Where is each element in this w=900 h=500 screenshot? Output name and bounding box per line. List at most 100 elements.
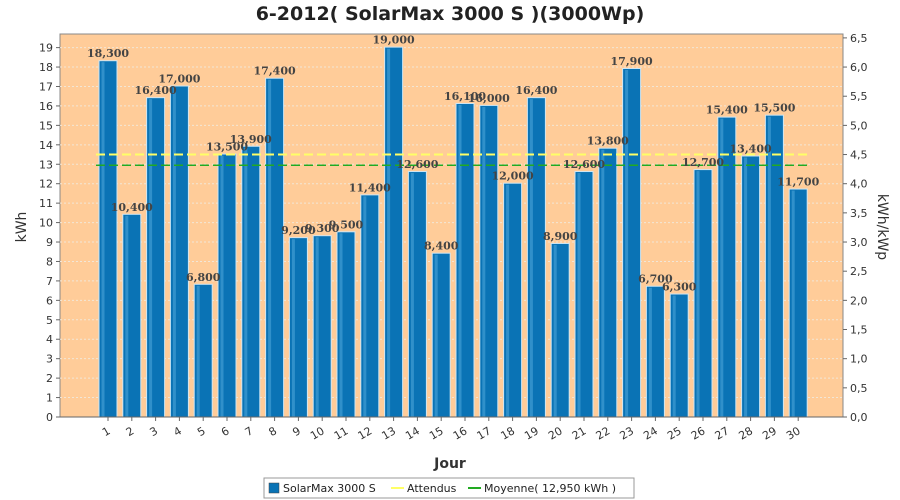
data-label: 17,900: [611, 55, 653, 68]
y-tick-label: 2: [46, 372, 53, 385]
x-tick-label: 26: [689, 424, 708, 442]
y-tick-label: 14: [39, 139, 53, 152]
bar-highlight: [577, 173, 581, 417]
y-tick-label: 8: [46, 255, 53, 268]
data-label: 17,000: [158, 72, 200, 85]
y2-tick-label: 4,0: [850, 178, 868, 191]
x-tick-label: 19: [522, 424, 541, 442]
y-tick-label: 9: [46, 236, 53, 249]
bar-highlight: [720, 118, 724, 417]
data-label: 6,800: [186, 271, 221, 284]
y2-tick-label: 6,0: [850, 61, 868, 74]
y2-tick-label: 4,5: [850, 149, 868, 162]
data-label: 16,400: [515, 84, 557, 97]
x-tick-label: 2: [124, 424, 137, 439]
x-tick-label: 30: [784, 424, 803, 442]
bar-highlight: [434, 254, 438, 417]
x-axis-title: Jour: [433, 456, 466, 472]
x-tick-label: 6: [219, 424, 232, 439]
y-tick-label: 13: [39, 158, 53, 171]
x-tick-label: 22: [594, 424, 613, 442]
bar-highlight: [625, 69, 629, 417]
y-tick-label: 5: [46, 314, 53, 327]
y-tick-label: 7: [46, 275, 53, 288]
bar-highlight: [339, 233, 343, 417]
x-tick-label: 3: [148, 424, 161, 439]
data-label: 11,700: [777, 176, 819, 189]
data-label: 19,000: [373, 34, 415, 47]
legend-swatch-bars: [268, 482, 280, 494]
x-tick-label: 15: [427, 424, 446, 442]
x-tick-label: 21: [570, 424, 589, 442]
y2-tick-label: 1,5: [850, 324, 868, 337]
data-label: 13,900: [230, 133, 272, 146]
reference-lines: [96, 153, 811, 166]
data-label: 15,500: [753, 102, 795, 115]
x-tick-label: 29: [760, 424, 779, 442]
bar-highlight: [172, 87, 176, 418]
y-tick-label: 19: [39, 42, 53, 55]
data-label: 12,600: [563, 158, 605, 171]
x-tick-label: 24: [641, 424, 660, 442]
data-label: 6,700: [638, 273, 673, 286]
y-tick-label: 4: [46, 333, 53, 346]
y-axis-right: 0,0 0,5 1,0 1,5 2,0 2,5 3,0 3,5 4,0 4,5 5,0 5,5 6,0 6…: [843, 32, 868, 424]
y-tick-label: 17: [39, 80, 53, 93]
x-tick-label: 5: [195, 424, 208, 439]
y2-tick-label: 5,5: [850, 90, 868, 103]
x-tick-label: 11: [332, 424, 351, 442]
data-label: 18,300: [87, 47, 129, 60]
x-tick-label: 20: [546, 424, 565, 442]
y-tick-label: 0: [46, 411, 53, 424]
y-tick-label: 11: [39, 197, 53, 210]
x-tick-label: 12: [356, 424, 375, 442]
bar-highlight: [506, 184, 510, 417]
y-tick-label: 10: [39, 217, 53, 230]
data-label: 10,400: [111, 201, 153, 214]
bar-highlight: [149, 99, 153, 418]
data-label: 13,500: [206, 141, 248, 154]
data-label: 8,400: [424, 240, 459, 253]
data-label: 17,400: [254, 65, 296, 78]
y-tick-label: 1: [46, 392, 53, 405]
y-tick-label: 6: [46, 294, 53, 307]
data-label: 9,500: [329, 218, 364, 231]
bar-highlight: [220, 155, 224, 417]
bar-highlight: [791, 190, 795, 417]
y2-tick-label: 2,0: [850, 294, 868, 307]
y2-tick-label: 6,5: [850, 32, 868, 45]
x-tick-label: 14: [403, 424, 422, 442]
bar-highlight: [410, 173, 414, 417]
y-tick-label: 16: [39, 100, 53, 113]
x-tick-label: 7: [243, 424, 256, 439]
bar-highlight: [601, 149, 605, 418]
bar-highlight: [101, 62, 105, 418]
bar-highlight: [363, 196, 367, 417]
data-label: 9,300: [305, 222, 340, 235]
y2-tick-label: 1,0: [850, 353, 868, 366]
chart-title: 6-2012( SolarMax 3000 S )(3000Wp): [256, 3, 645, 25]
x-tick-label: 25: [665, 424, 684, 442]
x-tick-label: 28: [736, 424, 755, 442]
data-label: 11,400: [349, 181, 391, 194]
x-tick-label: 17: [475, 424, 494, 442]
bar-highlight: [767, 116, 771, 418]
bar-highlight: [387, 48, 391, 418]
bar-highlight: [458, 104, 462, 418]
x-tick-label: 18: [498, 424, 517, 442]
bar-highlight: [696, 171, 700, 417]
x-tick-label: 8: [267, 424, 280, 439]
y-tick-label: 15: [39, 119, 53, 132]
y2-tick-label: 5,0: [850, 119, 868, 132]
x-tick-label: 23: [617, 424, 636, 442]
x-tick-label: 10: [308, 424, 327, 442]
x-tick-label: 13: [379, 424, 398, 442]
data-label: 15,400: [706, 104, 748, 117]
y-axis-title: kWh: [14, 212, 30, 243]
bar-highlight: [553, 244, 557, 417]
y2-tick-label: 0,0: [850, 411, 868, 424]
data-label: 9,200: [281, 224, 316, 237]
data-label: 12,600: [396, 158, 438, 171]
y2-tick-label: 3,5: [850, 207, 868, 220]
